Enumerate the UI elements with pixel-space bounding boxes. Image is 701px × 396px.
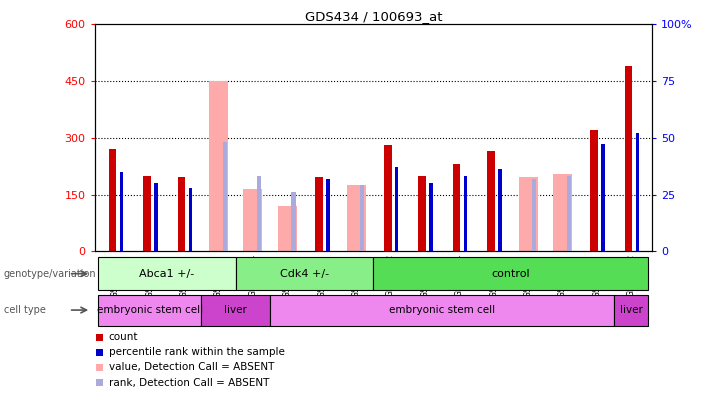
Text: percentile rank within the sample: percentile rank within the sample [109,347,285,358]
Text: embryonic stem cell: embryonic stem cell [97,305,203,315]
Title: GDS434 / 100693_at: GDS434 / 100693_at [304,10,442,23]
Bar [590,130,598,251]
Bar [209,81,228,251]
Bar [636,133,639,251]
Text: Abca1 +/-: Abca1 +/- [139,268,194,279]
Bar [243,189,262,251]
Bar [346,185,365,251]
Bar [95,349,104,356]
Bar [98,295,201,326]
Bar [98,257,236,290]
Bar [189,188,192,251]
Bar [519,177,538,251]
Bar [315,177,322,251]
Bar [418,175,426,251]
Bar [95,334,104,341]
Bar [326,179,329,251]
Bar [395,167,398,251]
Bar [292,192,296,251]
Bar [429,183,433,251]
Bar [201,295,270,326]
Bar [270,295,614,326]
Bar [278,206,297,251]
Bar [143,175,151,251]
Bar [120,172,123,251]
Bar [625,65,632,251]
Bar [384,145,392,251]
Bar [614,295,648,326]
Bar [374,257,648,290]
Bar [601,145,605,251]
Bar [154,183,158,251]
Bar [257,176,261,251]
Bar [95,364,104,371]
Text: count: count [109,332,138,343]
Text: control: control [491,268,530,279]
Bar [566,176,571,251]
Text: cell type: cell type [4,305,46,315]
Bar [177,177,185,251]
Text: Cdk4 +/-: Cdk4 +/- [280,268,329,279]
Bar [223,142,226,251]
Bar [109,149,116,251]
Bar [360,185,365,251]
Text: value, Detection Call = ABSENT: value, Detection Call = ABSENT [109,362,274,373]
Bar [95,379,104,386]
Text: liver: liver [224,305,247,315]
Text: liver: liver [620,305,643,315]
Bar [553,174,572,251]
Bar [236,257,374,290]
Text: rank, Detection Call = ABSENT: rank, Detection Call = ABSENT [109,377,269,388]
Text: embryonic stem cell: embryonic stem cell [389,305,495,315]
Bar [464,176,467,251]
Text: genotype/variation: genotype/variation [4,268,96,279]
Bar [487,151,495,251]
Bar [532,179,536,251]
Bar [453,164,461,251]
Bar [498,169,502,251]
